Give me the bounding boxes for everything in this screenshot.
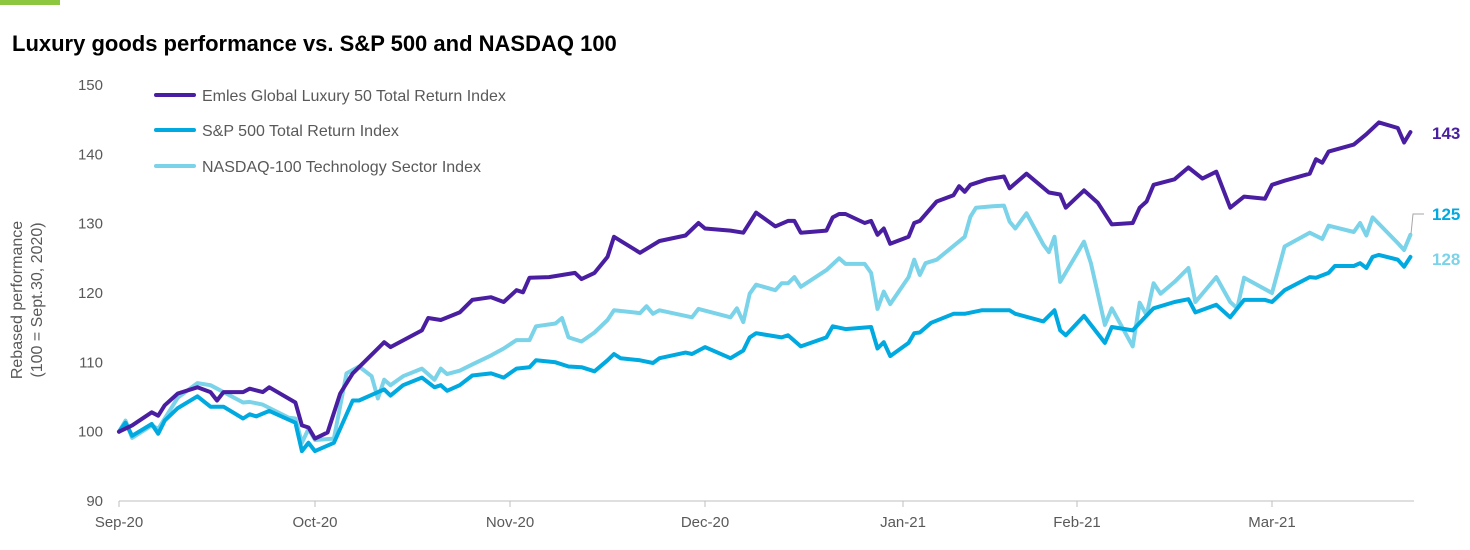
- legend: Emles Global Luxury 50 Total Return Inde…: [154, 88, 506, 176]
- series-lines: [117, 120, 1413, 454]
- end-value-label-0: 143: [1432, 124, 1460, 143]
- y-axis-ticks: 90 100 110 120 130 140 150: [78, 77, 103, 510]
- y-tick-label: 150: [78, 77, 103, 94]
- y-tick-label: 140: [78, 146, 103, 163]
- x-tick-label: Jan-21: [880, 514, 926, 531]
- chart-title: Luxury goods performance vs. S&P 500 and…: [12, 31, 617, 56]
- y-tick-label: 90: [86, 493, 103, 510]
- series-line-2: [117, 203, 1413, 445]
- y-axis-label-line-1: Rebased performance: [9, 221, 26, 379]
- x-tick-label: Mar-21: [1248, 514, 1296, 531]
- y-tick-label: 120: [78, 285, 103, 302]
- y-tick-label: 130: [78, 216, 103, 233]
- x-tick-label: Feb-21: [1053, 514, 1101, 531]
- y-axis-label-line-2: (100 = Sept.30, 2020): [29, 222, 46, 377]
- leader-line: [1410, 213, 1424, 235]
- x-axis: Sep-20 Oct-20 Nov-20 Dec-20 Jan-21 Feb-21 Mar-…: [95, 500, 1414, 531]
- x-tick-label: Sep-20: [95, 514, 143, 531]
- y-axis-label: Rebased performance (100 = Sept.30, 2020…: [9, 221, 46, 379]
- end-value-label-1: 125: [1432, 205, 1460, 224]
- legend-label-0: Emles Global Luxury 50 Total Return Inde…: [202, 88, 506, 105]
- y-tick-label: 110: [79, 354, 103, 371]
- series-line-0: [117, 120, 1413, 441]
- end-value-label-2: 128: [1432, 250, 1460, 269]
- x-tick-label: Oct-20: [292, 514, 337, 531]
- brand-accent-bar: [0, 0, 60, 5]
- end-labels: 143 125 128: [1410, 124, 1460, 269]
- y-tick-label: 100: [78, 424, 103, 441]
- legend-label-1: S&P 500 Total Return Index: [202, 123, 399, 140]
- series-line-1: [117, 252, 1413, 454]
- legend-label-2: NASDAQ-100 Technology Sector Index: [202, 159, 481, 176]
- x-tick-label: Nov-20: [486, 514, 534, 531]
- x-tick-label: Dec-20: [681, 514, 729, 531]
